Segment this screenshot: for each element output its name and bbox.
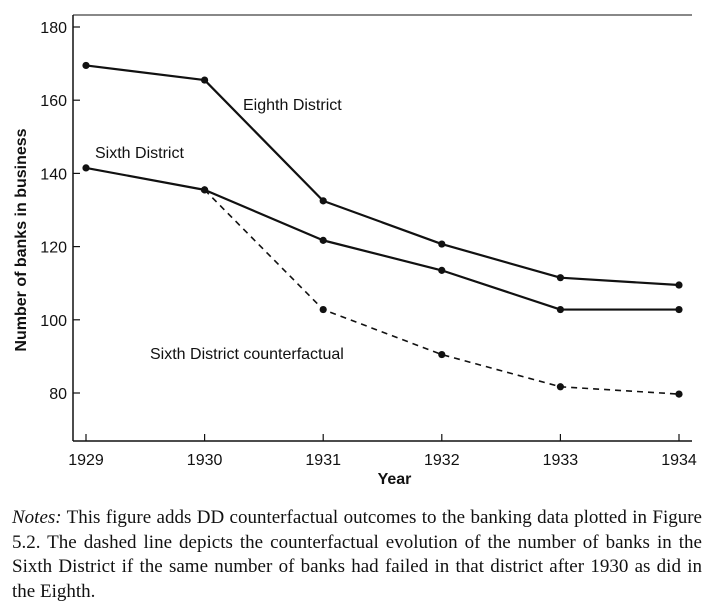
y-axis-title: Number of banks in business: [13, 128, 30, 351]
eighth-district-point: [201, 76, 209, 84]
x-tick-label: 1932: [424, 452, 460, 469]
eighth-district-point: [319, 197, 327, 205]
x-tick-label: 1933: [543, 452, 579, 469]
eighth-district-label: Eighth District: [243, 97, 342, 114]
sixth-district-line: [85, 166, 679, 311]
notes-label: Notes:: [12, 507, 62, 528]
sixth-district-point: [319, 236, 327, 244]
line-chart: 80 100 120 140 160 180 1929 1930 1931 1932 1933 193…: [13, 14, 697, 488]
y-tick-label: 120: [40, 240, 67, 257]
eighth-district-point: [675, 281, 683, 289]
y-tick-label: 140: [40, 166, 67, 183]
sixth-district-label: Sixth District: [95, 145, 184, 162]
sixth-district-counterfactual-point: [556, 383, 565, 391]
chart-area: 80 100 120 140 160 180 1929 1930 1931 1932 1933 193…: [13, 14, 697, 488]
y-tick-label: 180: [40, 20, 67, 37]
sixth-district-point: [675, 305, 683, 314]
notes-text: This figure adds DD counterfactual outco…: [12, 507, 702, 602]
sixth-district-point: [438, 266, 446, 274]
eighth-district-point: [82, 61, 90, 70]
sixth-district-counterfactual-point: [319, 305, 327, 314]
sixth-district-counterfactual-label: Sixth District counterfactual: [150, 346, 344, 363]
x-tick-label: 1931: [305, 452, 341, 469]
y-tick-label: 160: [40, 93, 67, 110]
figure-notes: Notes: This figure adds DD counterfactua…: [12, 506, 702, 604]
sixth-district-counterfactual-point: [675, 390, 683, 398]
sixth-district-counterfactual-point: [438, 350, 446, 359]
y-tick-label: 80: [49, 386, 67, 403]
sixth-district-point: [556, 305, 565, 314]
sixth-district-point: [82, 164, 90, 172]
x-tick-label: 1934: [661, 452, 697, 469]
y-tick-label: 100: [40, 313, 67, 330]
x-tick-label: 1930: [187, 452, 223, 469]
eighth-district-line: [85, 64, 680, 287]
sixth-district-counterfactual-line: [204, 189, 680, 395]
x-axis-title: Year: [378, 471, 412, 488]
sixth-district-counterfactual-point: [201, 186, 209, 194]
eighth-district-point: [438, 240, 446, 248]
eighth-district-point: [556, 274, 565, 282]
x-tick-label: 1929: [68, 452, 104, 469]
